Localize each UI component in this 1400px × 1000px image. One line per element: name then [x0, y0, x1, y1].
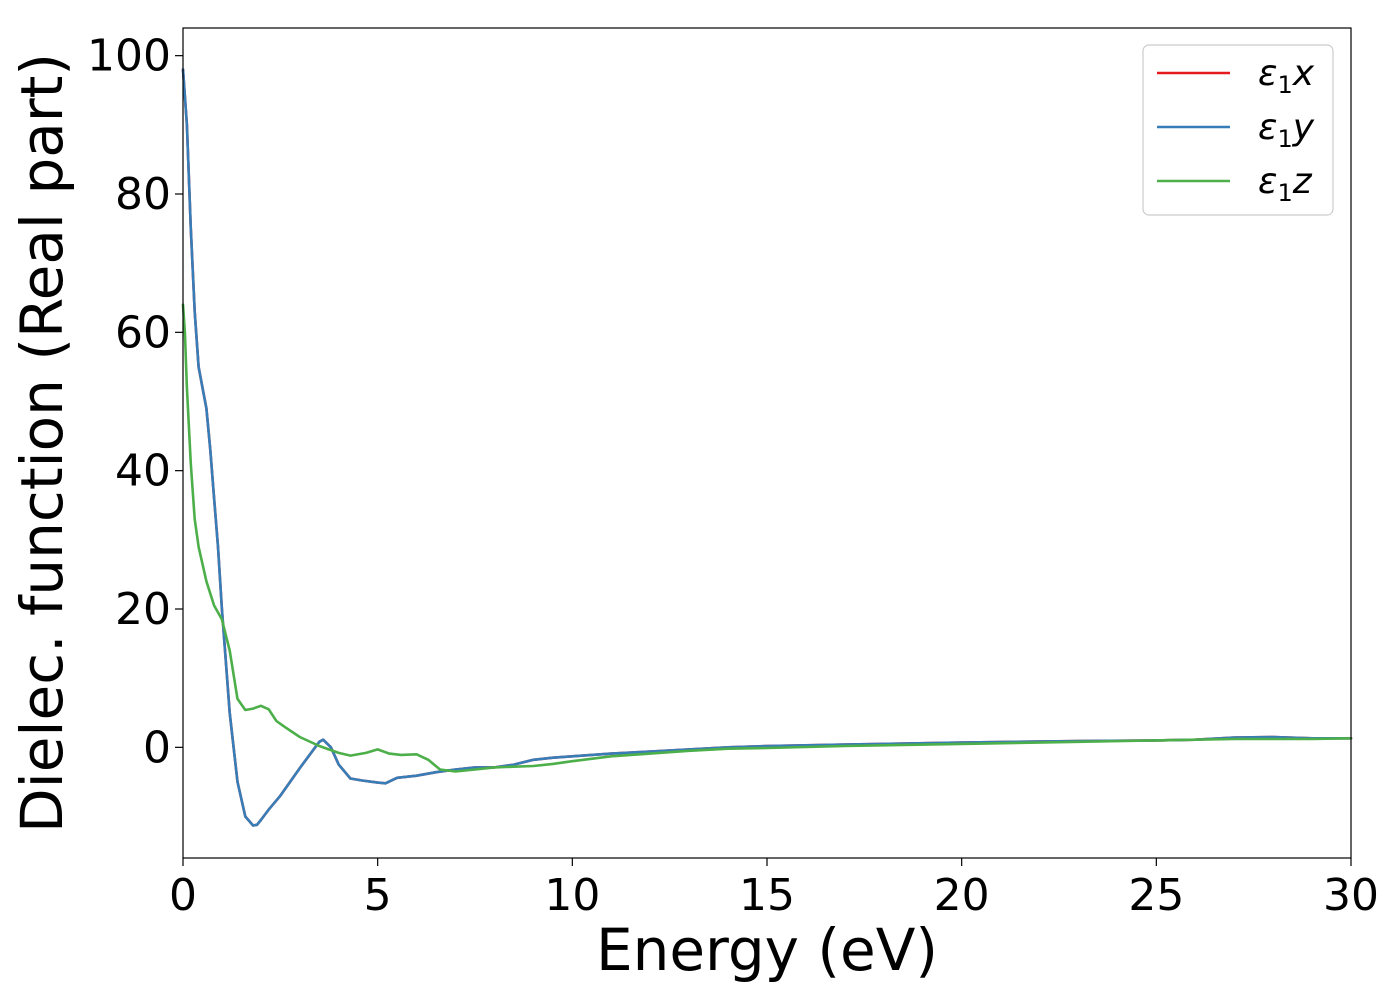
series-line-y — [181, 68, 1353, 827]
x-tick-label: 20 — [934, 870, 990, 921]
y-tick-label: 100 — [87, 31, 171, 82]
series-layer — [181, 68, 1353, 827]
legend-label-y: ε1y — [1258, 107, 1315, 153]
tick-layer: 0 5 10 15 20 25 30 0 20 40 60 80 100 — [87, 31, 1379, 921]
x-axis-label: Energy (eV) — [596, 916, 938, 984]
series-line-z — [181, 303, 1353, 773]
x-tick-label: 10 — [544, 870, 600, 921]
y-tick-label: 40 — [115, 446, 171, 497]
legend-box — [1142, 44, 1334, 216]
x-tick-label: 30 — [1323, 870, 1379, 921]
y-tick-label: 0 — [143, 722, 171, 773]
legend-label-z: ε1z — [1258, 161, 1313, 207]
x-tick-label: 5 — [364, 870, 392, 921]
x-tick-label: 25 — [1128, 870, 1184, 921]
plot-frame — [182, 27, 1352, 859]
legend: ε1x ε1y ε1z — [1142, 44, 1334, 216]
legend-label-x: ε1x — [1258, 53, 1315, 99]
y-tick-label: 60 — [115, 307, 171, 358]
x-tick-label: 15 — [739, 870, 795, 921]
x-tick-label: 0 — [169, 870, 197, 921]
y-tick-label: 20 — [115, 584, 171, 635]
y-axis-label: Dielec. function (Real part) — [8, 53, 76, 833]
y-tick-label: 80 — [115, 169, 171, 220]
